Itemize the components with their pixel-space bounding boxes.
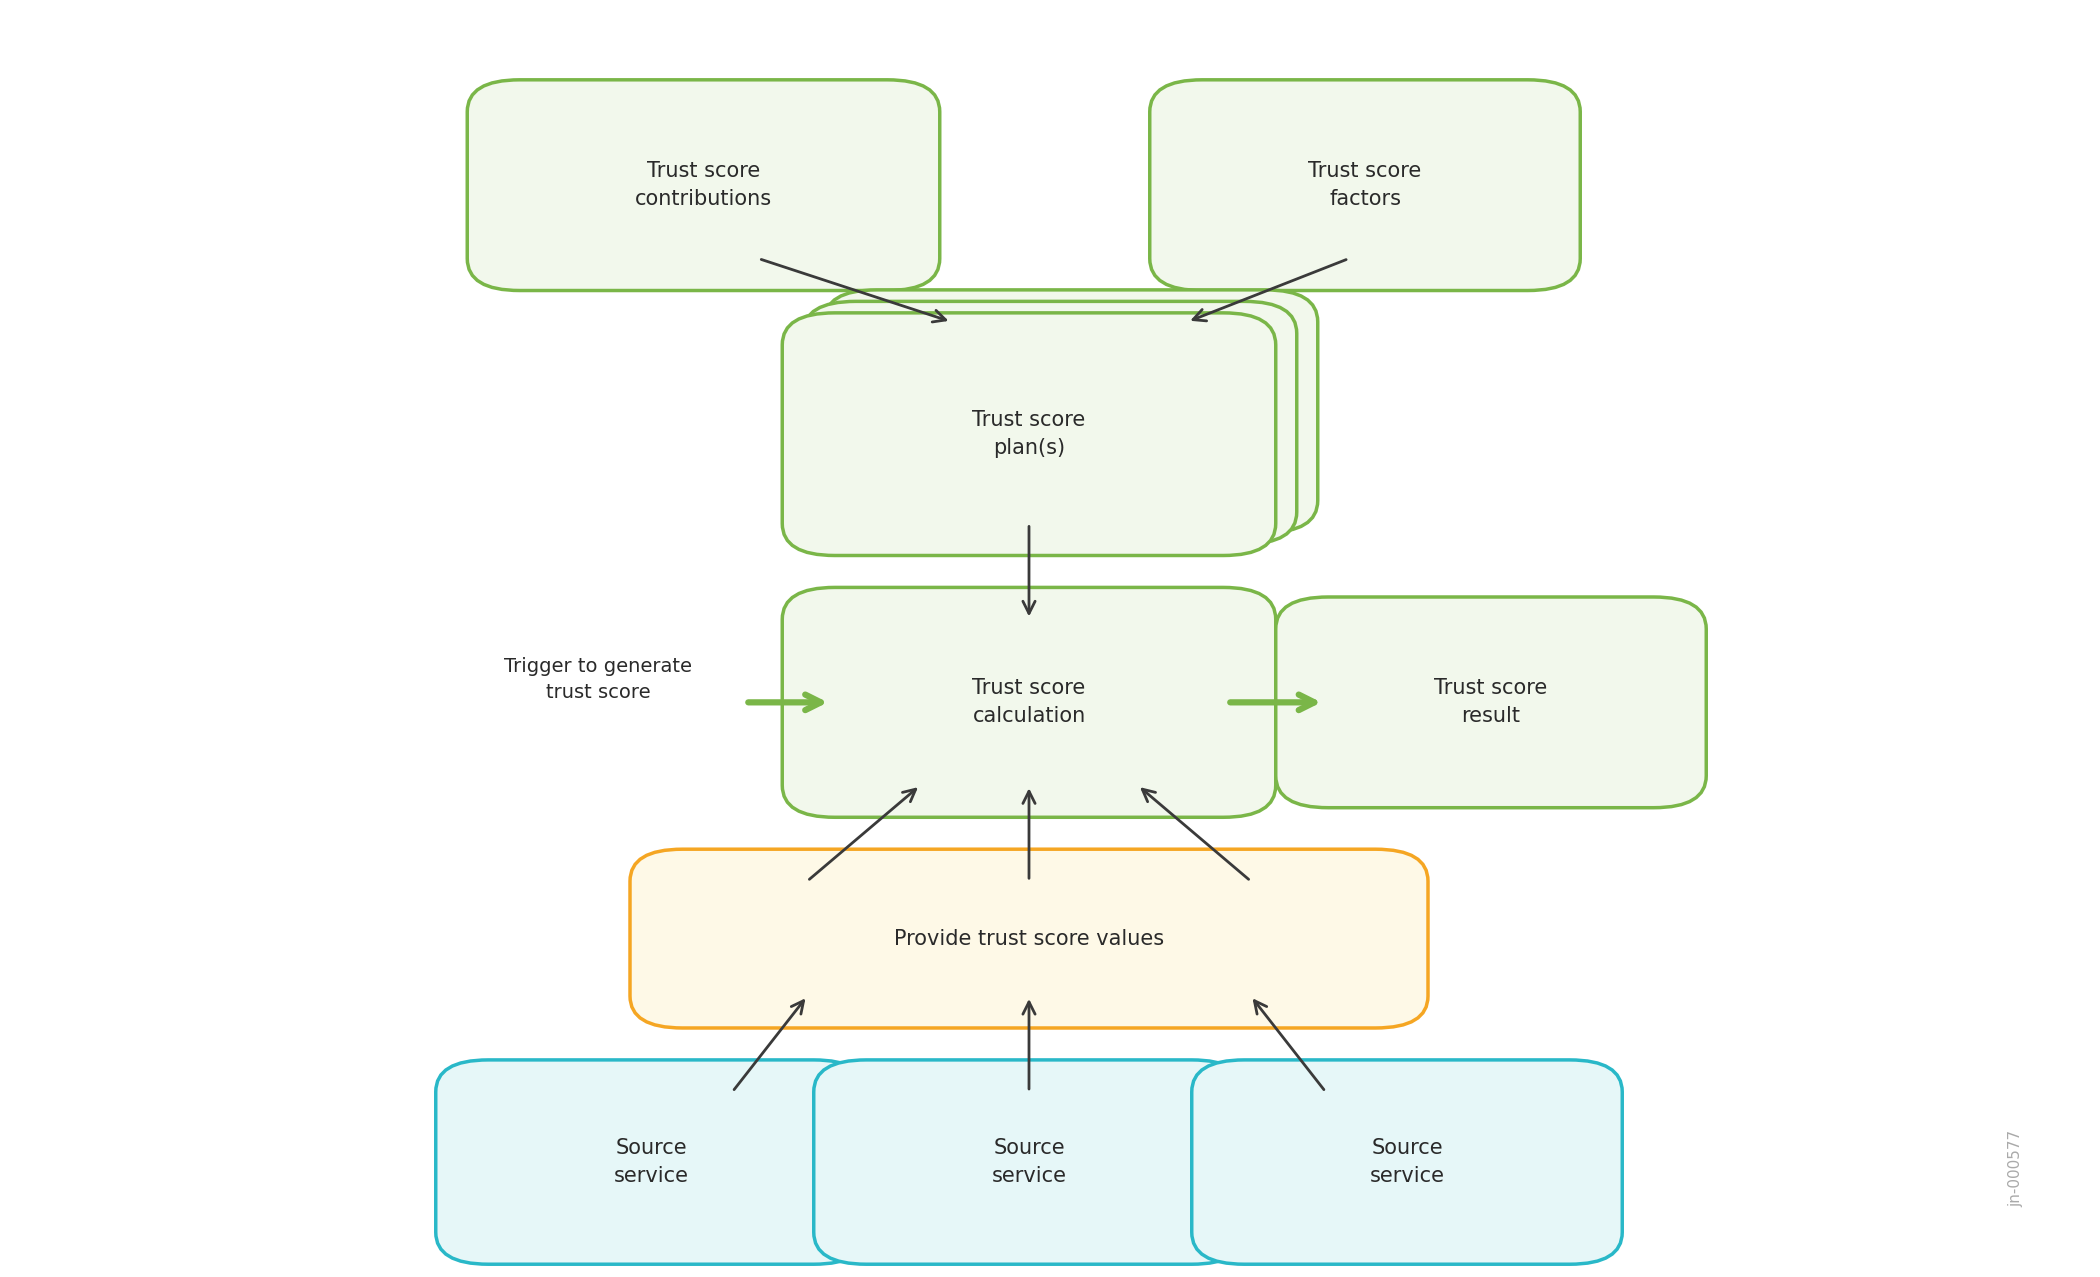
Text: Source
service: Source service — [991, 1138, 1067, 1186]
Text: Trust score
calculation: Trust score calculation — [972, 678, 1086, 727]
FancyBboxPatch shape — [1275, 598, 1705, 808]
Text: Trust score
result: Trust score result — [1434, 678, 1548, 727]
Text: jn-000577: jn-000577 — [2008, 1130, 2024, 1207]
FancyBboxPatch shape — [802, 301, 1296, 544]
FancyBboxPatch shape — [630, 849, 1428, 1028]
Text: Trust score
factors: Trust score factors — [1308, 161, 1422, 209]
Text: Source
service: Source service — [613, 1138, 689, 1186]
FancyBboxPatch shape — [813, 1060, 1243, 1264]
FancyBboxPatch shape — [437, 1060, 865, 1264]
FancyBboxPatch shape — [1151, 79, 1579, 291]
Text: Trust score
contributions: Trust score contributions — [634, 161, 773, 209]
FancyBboxPatch shape — [468, 79, 941, 291]
FancyBboxPatch shape — [781, 587, 1275, 817]
FancyBboxPatch shape — [1193, 1060, 1621, 1264]
Text: Source
service: Source service — [1369, 1138, 1445, 1186]
FancyBboxPatch shape — [823, 290, 1319, 533]
Text: Trust score
plan(s): Trust score plan(s) — [972, 410, 1086, 458]
Text: Provide trust score values: Provide trust score values — [895, 928, 1163, 949]
Text: Trigger to generate
trust score: Trigger to generate trust score — [504, 656, 693, 702]
FancyBboxPatch shape — [781, 313, 1275, 555]
